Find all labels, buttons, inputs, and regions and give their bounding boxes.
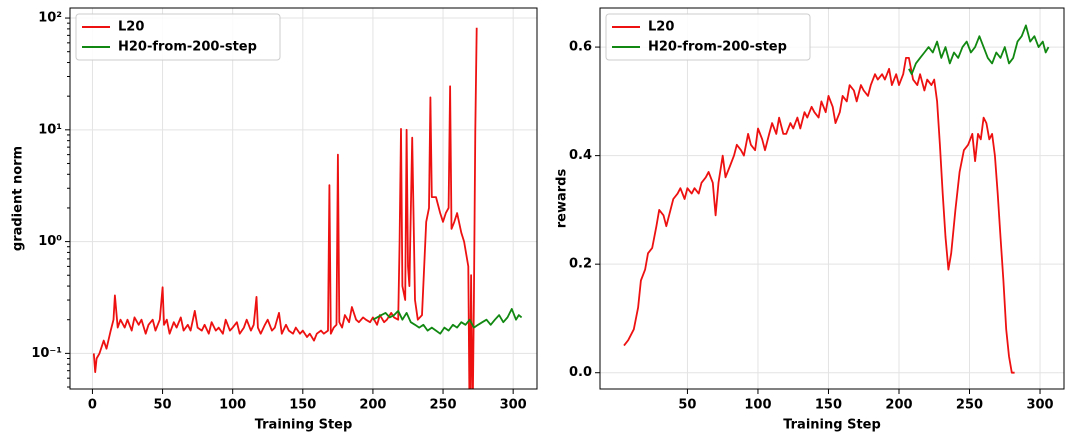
series-line <box>908 24 1050 76</box>
series-line <box>623 57 1015 374</box>
axes-frame <box>69 7 538 390</box>
y-tick-label: 0.0 <box>569 365 592 380</box>
y-tick-label: 0.4 <box>569 148 592 163</box>
x-tick-label: 100 <box>744 398 771 413</box>
y-tick-label: 10⁰ <box>38 234 62 249</box>
x-tick-label: 200 <box>885 398 912 413</box>
x-tick-label: 100 <box>219 398 246 413</box>
axes-frame <box>599 7 1065 390</box>
x-tick-label: 0 <box>88 398 97 413</box>
x-tick-label: 300 <box>1026 398 1053 413</box>
y-tick-label: 10¹ <box>38 122 62 137</box>
legend-label: H20-from-200-step <box>648 40 787 55</box>
x-tick-label: 200 <box>359 398 386 413</box>
x-axis-label: Training Step <box>783 418 881 433</box>
x-axis-label: Training Step <box>255 418 353 433</box>
y-tick-label: 0.6 <box>569 40 592 55</box>
x-tick-label: 250 <box>956 398 983 413</box>
x-tick-label: 300 <box>500 398 527 413</box>
y-tick-label: 10⁻¹ <box>31 346 62 361</box>
legend-label: L20 <box>648 20 674 35</box>
y-axis-label: rewards <box>555 169 570 229</box>
x-tick-label: 50 <box>678 398 696 413</box>
x-tick-label: 150 <box>289 398 316 413</box>
y-tick-label: 0.2 <box>569 257 592 272</box>
x-tick-label: 150 <box>815 398 842 413</box>
legend-label: H20-from-200-step <box>118 40 257 55</box>
legend-box <box>75 13 281 61</box>
series-line <box>92 27 478 389</box>
subplot: 0 50 100 150 200 250 300 10⁻¹ 10⁰ 10¹ 10² Training … <box>11 7 538 433</box>
x-tick-label: 250 <box>429 398 456 413</box>
y-tick-label: 10² <box>38 11 62 26</box>
subplot: 50 100 150 200 250 300 0.0 0.2 0.4 0.6 Training St… <box>555 7 1065 433</box>
y-axis-label: gradient norm <box>11 146 26 251</box>
legend-label: L20 <box>118 20 144 35</box>
x-tick-label: 50 <box>154 398 172 413</box>
series-line <box>372 308 523 335</box>
legend-box <box>605 13 811 61</box>
